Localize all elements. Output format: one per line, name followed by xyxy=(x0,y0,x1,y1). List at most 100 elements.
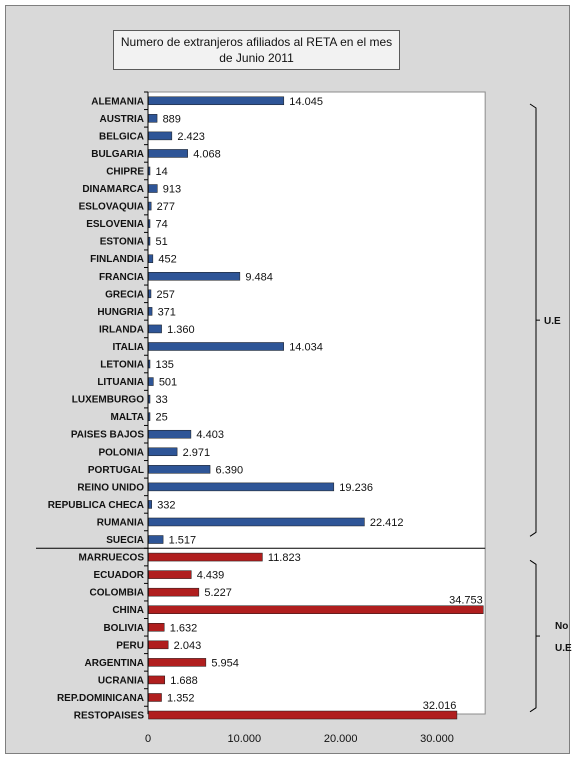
category-label: IRLANDA xyxy=(99,324,144,335)
category-label: ITALIA xyxy=(113,342,144,353)
category-label: FRANCIA xyxy=(99,272,144,283)
data-label: 1.688 xyxy=(170,675,198,687)
bar xyxy=(148,219,151,228)
plot-area xyxy=(147,91,486,715)
data-label: 1.352 xyxy=(167,692,195,704)
bar xyxy=(148,324,162,334)
group-bracket xyxy=(529,103,537,537)
bar xyxy=(148,447,178,457)
bar xyxy=(148,272,241,281)
bar xyxy=(148,342,284,351)
category-label: REP.DOMINICANA xyxy=(57,693,144,704)
bar xyxy=(148,623,165,632)
group-label: U.E xyxy=(555,643,572,654)
data-label: 19.236 xyxy=(339,482,373,494)
category-label: ESLOVAQUIA xyxy=(79,202,144,213)
data-label: 501 xyxy=(159,377,177,389)
bar xyxy=(148,359,151,369)
bar xyxy=(148,658,207,667)
x-tick-label: 0 xyxy=(145,733,151,745)
bar xyxy=(148,517,365,527)
bar xyxy=(148,465,211,474)
data-label: 913 xyxy=(163,184,181,196)
bar xyxy=(148,201,152,211)
bar xyxy=(148,377,154,386)
data-label: 889 xyxy=(163,113,181,125)
data-label: 452 xyxy=(158,254,176,266)
bar xyxy=(148,675,166,685)
data-label: 32.016 xyxy=(423,700,457,712)
x-tick-label: 20.000 xyxy=(324,733,358,745)
bar xyxy=(148,429,192,439)
data-label: 4.403 xyxy=(196,429,224,441)
category-label: REPUBLICA CHECA xyxy=(48,500,144,511)
category-label: UCRANIA xyxy=(98,675,144,686)
x-tick-label: 30.000 xyxy=(420,733,454,745)
data-label: 11.823 xyxy=(268,552,301,564)
category-label: RESTOPAISES xyxy=(74,711,145,722)
data-label: 4.068 xyxy=(193,148,221,160)
data-label: 14.034 xyxy=(289,341,323,353)
category-label: COLOMBIA xyxy=(90,588,144,599)
group-label: No xyxy=(555,621,568,632)
category-label: CHIPRE xyxy=(106,166,144,177)
category-label: LITUANIA xyxy=(97,377,144,388)
data-label: 74 xyxy=(156,219,168,231)
data-label: 5.227 xyxy=(204,587,232,599)
data-label: 257 xyxy=(156,289,174,301)
category-label: HUNGRIA xyxy=(97,307,144,318)
group-label: U.E xyxy=(544,316,561,327)
data-label: 6.390 xyxy=(216,464,244,476)
category-label: DINAMARCA xyxy=(82,184,144,195)
bar xyxy=(148,482,335,492)
bar xyxy=(148,96,285,106)
category-label: MALTA xyxy=(110,412,144,423)
category-label: ALEMANIA xyxy=(91,96,144,107)
category-label: PERU xyxy=(116,640,144,651)
category-label: REINO UNIDO xyxy=(77,482,144,493)
data-label: 371 xyxy=(158,306,176,318)
bar xyxy=(148,184,158,193)
category-label: MARRUECOS xyxy=(78,553,144,564)
bar xyxy=(148,587,200,597)
bar xyxy=(148,166,151,176)
data-label: 25 xyxy=(156,412,168,424)
bar xyxy=(148,640,169,650)
bar xyxy=(148,535,164,544)
bar xyxy=(148,394,151,404)
data-label: 2.423 xyxy=(177,131,205,143)
bar xyxy=(148,693,162,702)
x-tick-label: 10.000 xyxy=(228,733,262,745)
category-label: BELGICA xyxy=(99,131,144,142)
category-label: POLONIA xyxy=(98,447,144,458)
data-label: 4.439 xyxy=(197,570,225,582)
bar xyxy=(148,500,152,509)
category-label: FINLANDIA xyxy=(90,254,144,265)
category-label: ESTONIA xyxy=(100,237,144,248)
category-label: SUECIA xyxy=(106,535,144,546)
data-label: 135 xyxy=(156,359,174,371)
category-label: GRECIA xyxy=(105,289,144,300)
category-label: BOLIVIA xyxy=(103,623,144,634)
category-label: LUXEMBURGO xyxy=(72,395,144,406)
data-label: 2.043 xyxy=(174,640,202,652)
chart-title-text: Numero de extranjeros afiliados al RETA … xyxy=(120,35,393,65)
bar xyxy=(148,710,458,720)
bar xyxy=(148,254,154,263)
bar xyxy=(148,570,192,579)
category-label: PAISES BAJOS xyxy=(71,430,144,441)
bar xyxy=(148,412,151,421)
data-label: 1.632 xyxy=(170,622,198,634)
category-label: LETONIA xyxy=(100,360,144,371)
data-label: 34.753 xyxy=(449,595,483,607)
data-label: 2.971 xyxy=(183,447,211,459)
data-label: 14.045 xyxy=(289,96,323,108)
category-label: BULGARIA xyxy=(91,149,144,160)
data-label: 277 xyxy=(157,201,175,213)
data-label: 5.954 xyxy=(211,657,239,669)
bar xyxy=(148,114,158,123)
bar xyxy=(148,289,152,299)
bar xyxy=(148,307,153,316)
chart-title: Numero de extranjeros afiliados al RETA … xyxy=(113,30,400,70)
